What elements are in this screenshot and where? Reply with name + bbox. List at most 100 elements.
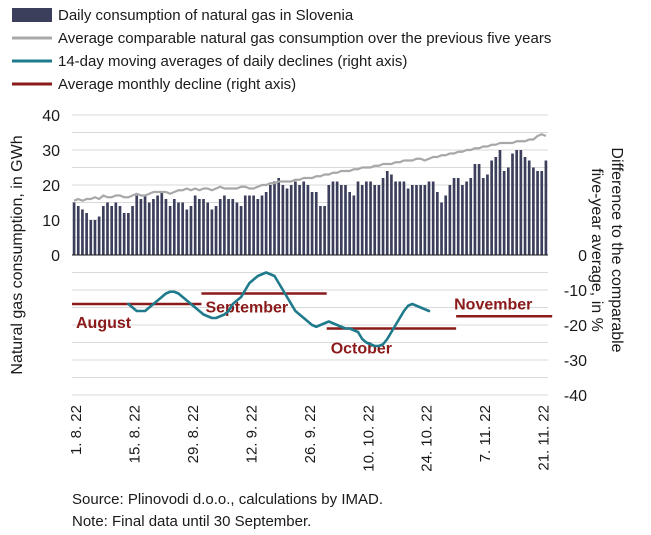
x-tick-label: 7. 11. 22 — [477, 405, 494, 462]
consumption-bar — [181, 202, 184, 255]
consumption-bar — [314, 192, 318, 255]
moving-average-decline-line — [127, 271, 431, 348]
consumption-bar — [532, 167, 535, 255]
consumption-bar — [231, 199, 235, 255]
consumption-bar — [114, 202, 118, 255]
consumption-bar — [415, 185, 418, 255]
consumption-bar — [206, 202, 210, 255]
consumption-bar — [81, 209, 84, 255]
consumption-bar — [494, 157, 498, 255]
consumption-bar — [335, 181, 339, 255]
consumption-bar — [177, 202, 180, 255]
consumption-bar — [477, 164, 481, 255]
legend-label: Average monthly decline (right axis) — [58, 76, 296, 93]
legend: Daily consumption of natural gas in Slov… — [12, 7, 551, 93]
gridlines — [72, 114, 548, 396]
legend-swatch-bar — [12, 8, 52, 22]
right-tick-label: -30 — [564, 353, 587, 370]
right-axis-title: Difference to the comparablefive-year av… — [588, 147, 625, 352]
consumption-bar — [110, 206, 113, 255]
consumption-bar — [360, 185, 364, 255]
consumption-bar — [85, 213, 88, 255]
left-tick-label: 40 — [42, 108, 60, 125]
legend-label: 14-day moving averages of daily declines… — [58, 53, 407, 70]
x-tick-label: 29. 8. 22 — [185, 405, 202, 463]
monthly-average-label: November — [454, 296, 532, 313]
left-tick-label: 0 — [51, 248, 60, 265]
consumption-bar — [172, 199, 176, 255]
legend-label: Daily consumption of natural gas in Slov… — [58, 7, 354, 24]
consumption-bar — [356, 181, 360, 255]
consumption-bar — [135, 195, 139, 255]
consumption-bar — [269, 185, 272, 255]
right-tick-label: -10 — [564, 283, 587, 300]
consumption-bar — [527, 160, 531, 255]
daily-consumption-bars — [72, 150, 548, 255]
consumption-bar — [377, 185, 381, 255]
consumption-bar — [515, 150, 519, 255]
monthly-average-label: September — [205, 300, 288, 317]
consumption-bar — [248, 195, 251, 255]
left-tick-label: 20 — [42, 178, 60, 195]
right-axis-title-line: five-year average, in % — [588, 168, 605, 332]
consumption-bar — [431, 181, 435, 255]
consumption-bar — [289, 185, 293, 255]
consumption-bar — [76, 206, 80, 255]
consumption-bar — [131, 206, 134, 255]
consumption-bar — [281, 185, 285, 255]
consumption-bar — [544, 160, 548, 255]
consumption-bar — [423, 185, 427, 255]
consumption-bar — [101, 206, 105, 255]
consumption-bar — [227, 199, 230, 255]
consumption-bar — [398, 181, 402, 255]
consumption-bar — [310, 192, 314, 255]
consumption-bar — [143, 195, 147, 255]
consumption-bar — [239, 206, 243, 255]
consumption-bar — [294, 181, 297, 255]
x-tick-label: 15. 8. 22 — [126, 405, 143, 463]
consumption-bar — [385, 171, 389, 255]
consumption-bar — [235, 202, 239, 255]
consumption-bar — [498, 150, 502, 255]
consumption-bar — [168, 206, 172, 255]
consumption-bar — [127, 213, 130, 255]
consumption-bar — [193, 195, 197, 255]
consumption-bar — [486, 174, 489, 255]
consumption-bar — [490, 160, 493, 255]
consumption-bar — [473, 164, 477, 255]
consumption-bar — [536, 171, 539, 255]
consumption-bar — [218, 199, 222, 255]
consumption-bar — [147, 202, 151, 255]
right-tick-label: -40 — [564, 388, 587, 405]
consumption-bar — [444, 195, 448, 255]
left-tick-label: 10 — [42, 213, 60, 230]
consumption-bar — [302, 181, 306, 255]
consumption-bar — [306, 185, 310, 255]
consumption-bar — [210, 209, 214, 255]
consumption-bar — [373, 185, 377, 255]
source-note: Source: Plinovodi d.o.o., calculations b… — [72, 491, 383, 508]
consumption-bar — [277, 178, 281, 255]
right-axis-title-line: Difference to the comparable — [608, 147, 625, 352]
axes: 0 10 20 30 40 0 -10 -20 -30 -40 1. 8. 22 15. 8. 22 2… — [9, 108, 625, 472]
consumption-bar — [97, 216, 101, 255]
monthly-average-label: August — [76, 315, 132, 332]
consumption-bar — [507, 167, 510, 255]
consumption-bar — [327, 185, 331, 255]
consumption-bar — [223, 195, 226, 255]
consumption-bar — [344, 185, 347, 255]
consumption-bar — [381, 178, 385, 255]
consumption-bar — [523, 157, 527, 255]
consumption-bar — [264, 192, 268, 255]
consumption-bar — [118, 206, 122, 255]
x-tick-label: 12. 9. 22 — [243, 405, 260, 463]
consumption-bar — [369, 181, 372, 255]
data-note: Note: Final data until 30 September. — [72, 513, 312, 530]
consumption-bar — [540, 171, 544, 255]
consumption-bar — [243, 195, 247, 255]
consumption-bar — [465, 181, 468, 255]
consumption-bar — [214, 206, 218, 255]
x-tick-label: 1. 8. 22 — [68, 405, 85, 455]
